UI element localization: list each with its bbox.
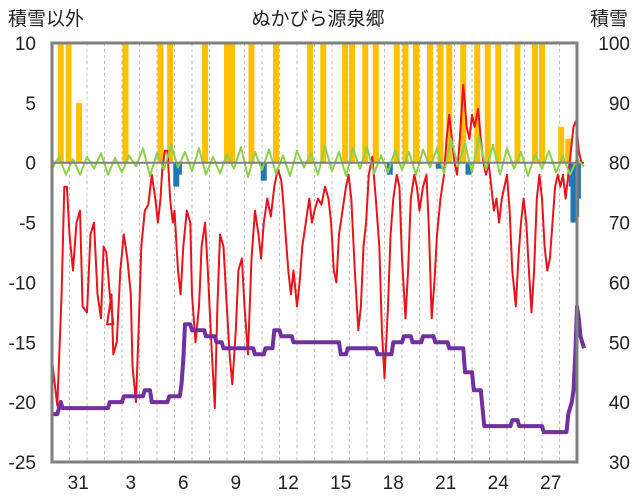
bar-降雪-14 [349,43,356,163]
left-tick-label: -10 [9,273,36,294]
left-tick-label: -15 [9,333,36,354]
bar-降雪-20 [427,43,433,163]
x-tick-label: 21 [435,473,456,494]
bar-降雪-29 [539,43,545,163]
left-tick-label: -20 [9,393,36,414]
x-tick-label: 18 [383,473,404,494]
bar-降雪-30 [558,126,565,163]
bar-降雪-31 [565,138,572,163]
gridlines [69,43,560,462]
bar-降雪-26 [495,43,502,163]
bar-降雪-5 [167,43,174,163]
right-tick-label: 60 [609,273,630,294]
chart-title: ぬかびら源泉郷 [251,8,384,30]
x-tick-label: 27 [540,473,561,494]
bar-降雪-7 [224,43,230,163]
bar-降雪-2 [76,102,83,163]
bar-降雪-21 [437,43,444,163]
series-line-気温 [51,83,584,410]
precipitation-bars [57,43,581,223]
bar-降水-5 [465,162,472,175]
x-tick-label: 6 [178,473,189,494]
plot-border [50,41,579,464]
right-tick-label: 40 [609,393,630,414]
bar-降水-2 [260,162,267,181]
bar-降雪-25 [484,43,491,163]
x-tick-label: 12 [278,473,299,494]
bar-降水-1 [175,162,182,175]
x-tick-label: 24 [488,473,510,494]
bar-降雪-6 [202,43,209,163]
x-tick-label: 3 [125,473,136,494]
bar-降雪-11 [307,43,314,163]
right-tick-label: 30 [609,453,630,474]
series-lines [51,83,586,435]
bar-降雪-27 [514,43,521,163]
x-tick-label: 9 [230,473,241,494]
bar-降雪-23 [460,43,467,163]
bar-降雪-13 [342,43,349,163]
bar-降雪-24 [474,43,481,163]
bar-降雪-19 [413,43,419,163]
series-line-風速 [51,135,585,179]
right-axis-label: 積雪 [590,8,628,30]
left-axis-label: 積雪以外 [8,8,84,30]
left-tick-label: 0 [25,154,36,175]
bar-降雪-0 [57,43,64,163]
bar-降雪-12 [320,43,327,163]
left-tick-label: -5 [19,214,36,235]
bar-降雪-17 [393,43,400,163]
series-line-積雪 [52,304,586,435]
bar-降雪-4 [157,43,164,163]
right-tick-label: 90 [609,94,630,115]
x-axis-ticks: 31 3 6 9 12 15 18 21 24 27 [68,473,562,494]
right-axis-ticks: 100 90 80 70 60 50 40 30 [598,34,630,474]
left-tick-label: 5 [25,94,36,115]
x-tick-label: 15 [330,473,351,494]
bar-降雪-15 [362,43,369,163]
bar-降雪-8 [229,43,236,163]
bar-降雪-18 [402,43,409,163]
bar-降雪-1 [65,43,72,163]
right-tick-label: 50 [609,333,630,354]
bar-降雪-22 [446,43,453,163]
bar-降水-4 [435,162,442,169]
right-tick-label: 80 [609,154,630,175]
x-tick-label: 31 [68,473,89,494]
left-tick-label: -25 [9,453,36,474]
bar-降雪-9 [248,43,255,163]
bar-降雪-28 [532,43,538,163]
right-tick-label: 100 [598,34,630,55]
bar-降雪-3 [122,43,129,163]
bar-降雪-10 [273,43,279,163]
left-tick-label: 10 [15,34,36,55]
bar-降雪-16 [372,43,379,163]
left-axis-ticks: 10 5 0 -5 -10 -15 -20 -25 [9,34,36,474]
right-tick-label: 70 [609,214,630,235]
